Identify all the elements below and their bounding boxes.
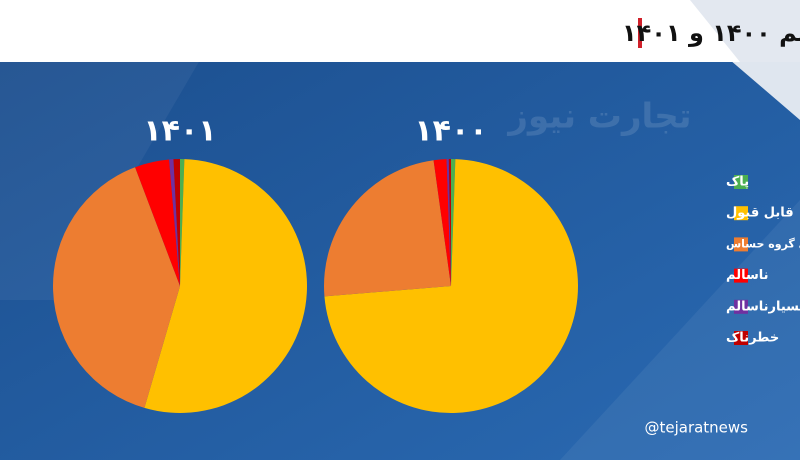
legend-label: خطرناک: [726, 331, 779, 346]
legend-swatch: [734, 237, 748, 252]
decor: [560, 200, 800, 460]
legend-swatch: [734, 331, 748, 345]
pie-slice: [135, 159, 180, 286]
pie-slice: [180, 159, 185, 286]
pie-slice: [451, 159, 456, 286]
pie-slice: [448, 159, 451, 286]
legend-label: ناسالم برای گروه حساس: [726, 237, 800, 250]
pie-slice: [52, 167, 180, 408]
legend-label: قابل قبول: [726, 206, 794, 221]
legend-label: ناسالم: [726, 268, 769, 283]
title-accent: [638, 18, 642, 48]
pie-slice: [144, 159, 308, 413]
page-title: مقایسه تعداد روزهای ناسالم ۱۴۰۰ و ۱۴۰۱: [622, 19, 800, 47]
pie-slice: [324, 159, 579, 413]
legend-label: پاک: [726, 175, 749, 190]
legend-swatch: [734, 268, 748, 283]
pie-title: ۱۴۰۰: [414, 114, 487, 149]
header: [0, 0, 800, 62]
decor: [690, 0, 800, 62]
pie-slice: [169, 159, 180, 286]
legend-label: بسیارناسالم: [726, 299, 800, 314]
legend-swatch: [734, 206, 748, 221]
decor: [0, 60, 200, 300]
legend-swatch: [734, 175, 748, 189]
pie-slice: [173, 159, 180, 286]
watermark: تجارت نیوز: [506, 97, 691, 137]
pie-title: ۱۴۰۱: [143, 114, 216, 149]
handle: @tejaratnews: [644, 419, 748, 437]
pie-slice: [446, 159, 451, 286]
pie-slice: [324, 160, 451, 297]
legend-swatch: [734, 299, 748, 314]
pie-slice: [433, 159, 451, 286]
